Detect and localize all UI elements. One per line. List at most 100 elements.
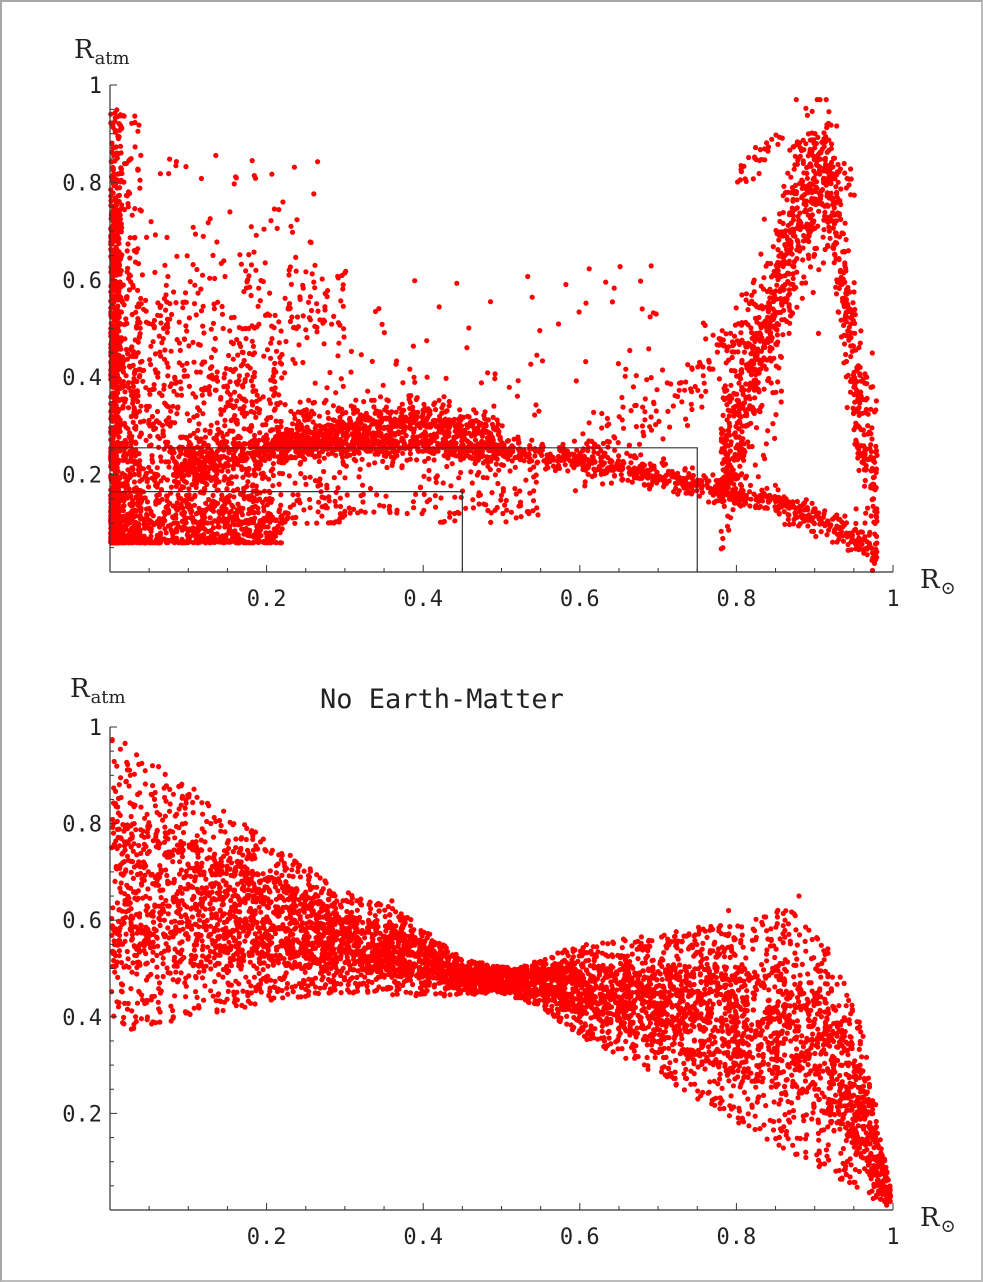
scatter-point bbox=[539, 447, 545, 453]
scatter-point bbox=[147, 520, 153, 526]
scatter-point bbox=[151, 382, 157, 388]
scatter-point bbox=[228, 402, 234, 408]
scatter-point bbox=[446, 403, 452, 409]
scatter-point bbox=[116, 518, 122, 524]
scatter-point bbox=[286, 272, 292, 278]
scatter-point bbox=[206, 539, 212, 546]
scatter-point bbox=[438, 495, 444, 501]
scatter-point bbox=[242, 539, 248, 545]
scatter-point bbox=[237, 406, 243, 412]
scatter-point bbox=[188, 456, 194, 462]
scatter-point bbox=[647, 314, 653, 320]
scatter-point bbox=[222, 423, 228, 429]
scatter-point bbox=[108, 298, 114, 304]
scatter-point bbox=[384, 464, 390, 471]
scatter-point bbox=[470, 497, 476, 503]
scatter-point bbox=[203, 500, 209, 506]
scatter-point bbox=[238, 464, 244, 470]
scatter-point bbox=[273, 348, 280, 354]
scatter-point bbox=[206, 384, 212, 390]
scatter-point bbox=[300, 313, 306, 319]
scatter-point bbox=[414, 457, 420, 463]
scatter-point bbox=[233, 174, 239, 180]
scatter-point bbox=[864, 552, 870, 558]
scatter-point bbox=[397, 420, 403, 426]
scatter-point bbox=[291, 324, 297, 330]
scatter-point bbox=[276, 319, 282, 325]
scatter-point bbox=[256, 459, 262, 465]
scatter-point bbox=[127, 448, 133, 454]
scatter-point bbox=[279, 375, 285, 381]
scatter-point bbox=[152, 351, 159, 357]
scatter-point bbox=[136, 304, 142, 310]
scatter-point bbox=[310, 419, 316, 425]
scatter-point bbox=[326, 498, 332, 504]
scatter-point bbox=[197, 369, 203, 375]
scatter-point bbox=[286, 304, 292, 310]
scatter-point bbox=[340, 303, 346, 309]
scatter-point bbox=[137, 185, 143, 191]
scatter-point bbox=[234, 337, 240, 343]
scatter-point bbox=[137, 177, 143, 183]
scatter-point bbox=[386, 450, 392, 456]
scatter-point bbox=[673, 485, 679, 491]
scatter-point bbox=[137, 372, 143, 379]
scatter-point bbox=[175, 467, 181, 473]
scatter-point bbox=[469, 480, 475, 486]
scatter-point bbox=[287, 504, 293, 510]
scatter-point bbox=[143, 319, 149, 325]
scatter-point bbox=[253, 267, 259, 273]
scatter-point bbox=[144, 407, 150, 413]
scatter-point bbox=[148, 468, 154, 474]
scatter-point bbox=[113, 431, 119, 437]
scatter-point bbox=[223, 532, 229, 538]
scatter-point bbox=[316, 499, 322, 505]
scatter-point bbox=[314, 520, 320, 526]
scatter-point bbox=[278, 502, 284, 508]
scatter-point bbox=[711, 500, 717, 506]
scatter-point bbox=[300, 359, 306, 366]
scatter-point bbox=[361, 399, 367, 405]
scatter-point bbox=[110, 287, 116, 293]
scatter-point bbox=[109, 140, 115, 146]
scatter-point bbox=[230, 356, 236, 362]
scatter-point bbox=[198, 308, 205, 314]
scatter-point bbox=[290, 421, 296, 427]
scatter-point bbox=[224, 495, 230, 501]
scatter-point bbox=[263, 518, 269, 524]
scatter-point bbox=[164, 329, 170, 335]
scatter-point bbox=[366, 425, 372, 431]
scatter-point bbox=[345, 428, 351, 434]
scatter-point bbox=[114, 107, 120, 113]
scatter-point bbox=[123, 316, 129, 322]
scatter-point bbox=[264, 502, 270, 508]
scatter-point bbox=[529, 437, 535, 443]
scatter-point bbox=[786, 512, 792, 518]
scatter-point bbox=[207, 428, 213, 434]
scatter-point bbox=[126, 287, 132, 293]
scatter-point bbox=[159, 519, 165, 525]
scatter-point bbox=[111, 501, 117, 507]
scatter-point bbox=[425, 455, 431, 461]
scatter-point bbox=[535, 512, 541, 518]
scatter-point bbox=[325, 415, 332, 421]
scatter-point bbox=[374, 492, 380, 498]
scatter-point bbox=[267, 290, 273, 296]
scatter-point bbox=[240, 349, 246, 356]
scatter-point bbox=[330, 417, 336, 423]
scatter-point bbox=[312, 478, 318, 484]
scatter-point bbox=[682, 466, 688, 472]
scatter-point bbox=[264, 539, 270, 545]
scatter-point bbox=[440, 402, 446, 408]
scatter-point bbox=[237, 452, 244, 458]
scatter-point bbox=[213, 387, 219, 393]
scatter-point bbox=[277, 520, 283, 526]
scatter-point bbox=[306, 397, 312, 403]
scatter-point bbox=[247, 365, 253, 371]
scatter-point bbox=[273, 418, 279, 424]
scatter-point bbox=[333, 390, 339, 396]
scatter-point bbox=[128, 455, 134, 461]
scatter-point bbox=[786, 521, 793, 528]
scatter-point bbox=[198, 175, 204, 182]
scatter-point bbox=[116, 121, 122, 127]
